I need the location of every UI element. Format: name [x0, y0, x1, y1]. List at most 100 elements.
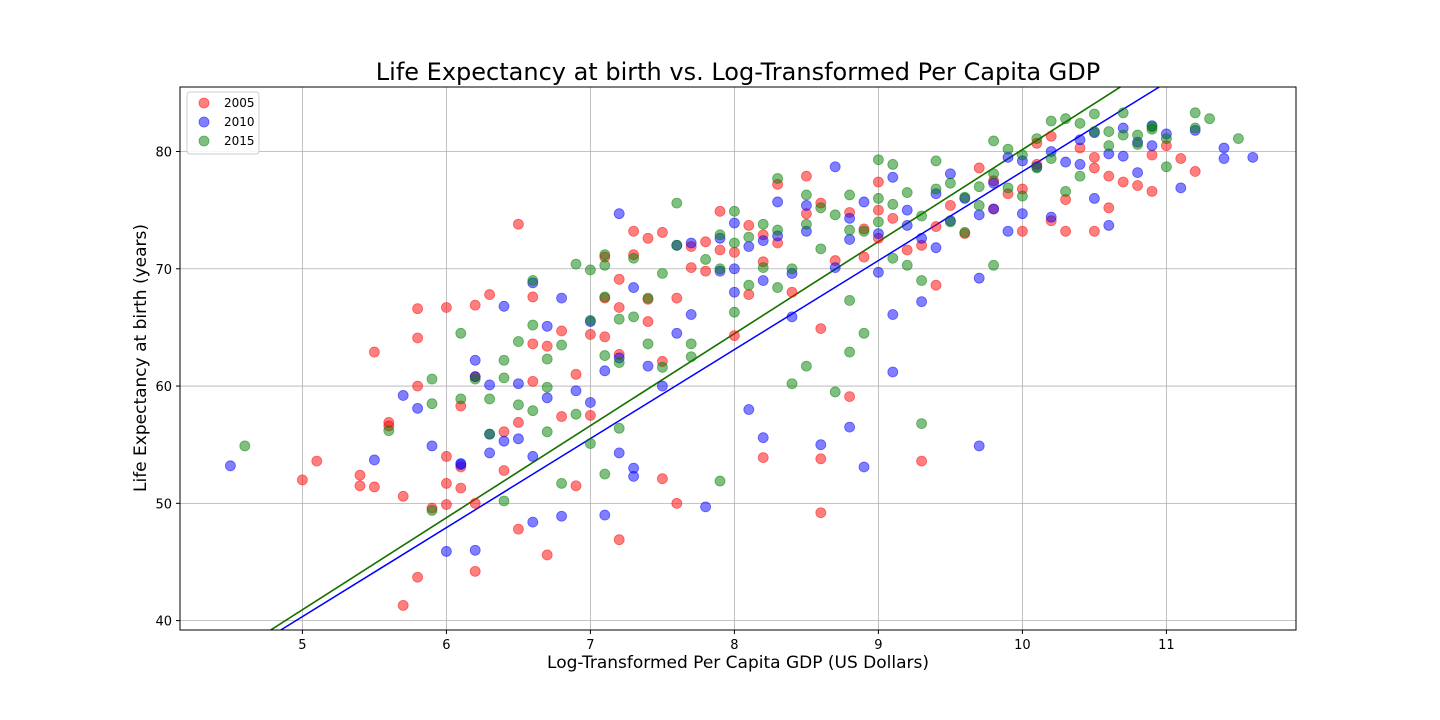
- point-2015: [988, 135, 999, 147]
- point-2005: [1146, 149, 1158, 161]
- point-2015: [455, 393, 467, 405]
- y-axis-label: Life Expectancy at birth (years): [131, 224, 151, 492]
- y-axis-ticks: 40 50 60 70 80: [155, 146, 180, 630]
- point-2005: [714, 244, 726, 256]
- point-2005: [1189, 166, 1201, 177]
- point-2005: [757, 452, 769, 464]
- point-2005: [657, 227, 668, 238]
- x-tick-label: 10: [1014, 638, 1031, 653]
- point-2010: [786, 311, 798, 323]
- point-2005: [815, 453, 827, 465]
- point-2005: [743, 289, 755, 300]
- point-2010: [988, 177, 999, 189]
- point-2015: [570, 408, 582, 420]
- point-2015: [541, 353, 553, 365]
- point-2010: [901, 204, 913, 216]
- point-2005: [513, 218, 524, 230]
- point-2015: [513, 399, 524, 411]
- point-2010: [426, 440, 438, 452]
- point-2010: [973, 209, 985, 221]
- point-2005: [541, 340, 553, 352]
- point-2015: [585, 314, 596, 326]
- point-2010: [844, 234, 855, 245]
- point-2015: [930, 155, 942, 167]
- point-2010: [988, 203, 999, 215]
- point-2010: [858, 196, 870, 208]
- point-2005: [973, 162, 985, 174]
- point-2010: [527, 516, 539, 528]
- point-2005: [700, 236, 711, 248]
- point-2005: [556, 411, 567, 422]
- legend-marker-2015: [198, 135, 210, 147]
- series-2005: [296, 130, 1201, 611]
- point-2015: [772, 224, 783, 236]
- point-2005: [642, 232, 654, 244]
- point-2015: [498, 354, 510, 366]
- point-2005: [671, 292, 683, 304]
- point-2015: [527, 405, 539, 417]
- point-2010: [685, 237, 697, 249]
- point-2015: [1103, 126, 1115, 137]
- point-2005: [412, 571, 424, 583]
- point-2015: [1031, 162, 1043, 174]
- point-2005: [556, 325, 567, 337]
- point-2005: [858, 251, 870, 263]
- point-2015: [556, 478, 567, 489]
- point-2005: [440, 478, 452, 489]
- point-2010: [1089, 193, 1100, 204]
- point-2005: [484, 289, 496, 300]
- point-2010: [1103, 219, 1115, 231]
- point-2005: [685, 262, 697, 274]
- point-2015: [599, 468, 611, 480]
- point-2015: [829, 386, 841, 398]
- point-2010: [815, 439, 827, 451]
- point-2015: [757, 218, 769, 230]
- point-2015: [613, 313, 625, 325]
- point-2015: [1089, 126, 1100, 137]
- point-2005: [613, 302, 625, 313]
- x-axis-ticks: 5 6 7 8 9 10 11: [298, 630, 1175, 653]
- y-tick-label: 80: [155, 146, 172, 161]
- series-2010: [224, 120, 1259, 557]
- point-2015: [1233, 133, 1244, 145]
- point-2005: [613, 534, 625, 546]
- plot-frame: [179, 86, 1297, 631]
- point-2015: [613, 422, 625, 434]
- point-2010: [484, 379, 496, 391]
- point-2015: [1146, 123, 1158, 135]
- point-2005: [440, 302, 452, 313]
- point-2015: [685, 351, 697, 363]
- x-tick-label: 7: [586, 638, 594, 653]
- point-2015: [714, 263, 726, 275]
- point-2015: [1017, 190, 1028, 202]
- point-2010: [930, 242, 942, 254]
- point-2015: [959, 191, 971, 203]
- point-2010: [1002, 225, 1014, 237]
- point-2010: [801, 200, 812, 211]
- grid-lines: [180, 87, 1296, 630]
- point-2005: [541, 549, 553, 561]
- point-2015: [700, 253, 711, 265]
- fit-lines: [270, 86, 1160, 631]
- point-2010: [570, 385, 582, 397]
- point-2015: [786, 263, 798, 275]
- point-2010: [858, 461, 870, 473]
- point-2005: [1060, 225, 1071, 237]
- point-2010: [541, 392, 553, 404]
- point-2010: [757, 235, 769, 247]
- legend-marker-2005: [198, 97, 210, 109]
- point-2010: [440, 546, 452, 557]
- point-2015: [1017, 149, 1028, 161]
- point-2005: [1017, 225, 1028, 237]
- point-2005: [642, 316, 654, 327]
- point-2015: [729, 237, 740, 249]
- point-2015: [1031, 133, 1043, 145]
- point-2005: [513, 417, 524, 428]
- point-2015: [729, 205, 740, 217]
- point-2005: [729, 330, 740, 342]
- point-2015: [945, 216, 956, 228]
- point-2015: [469, 373, 481, 385]
- point-2010: [484, 447, 496, 459]
- point-2015: [873, 154, 884, 166]
